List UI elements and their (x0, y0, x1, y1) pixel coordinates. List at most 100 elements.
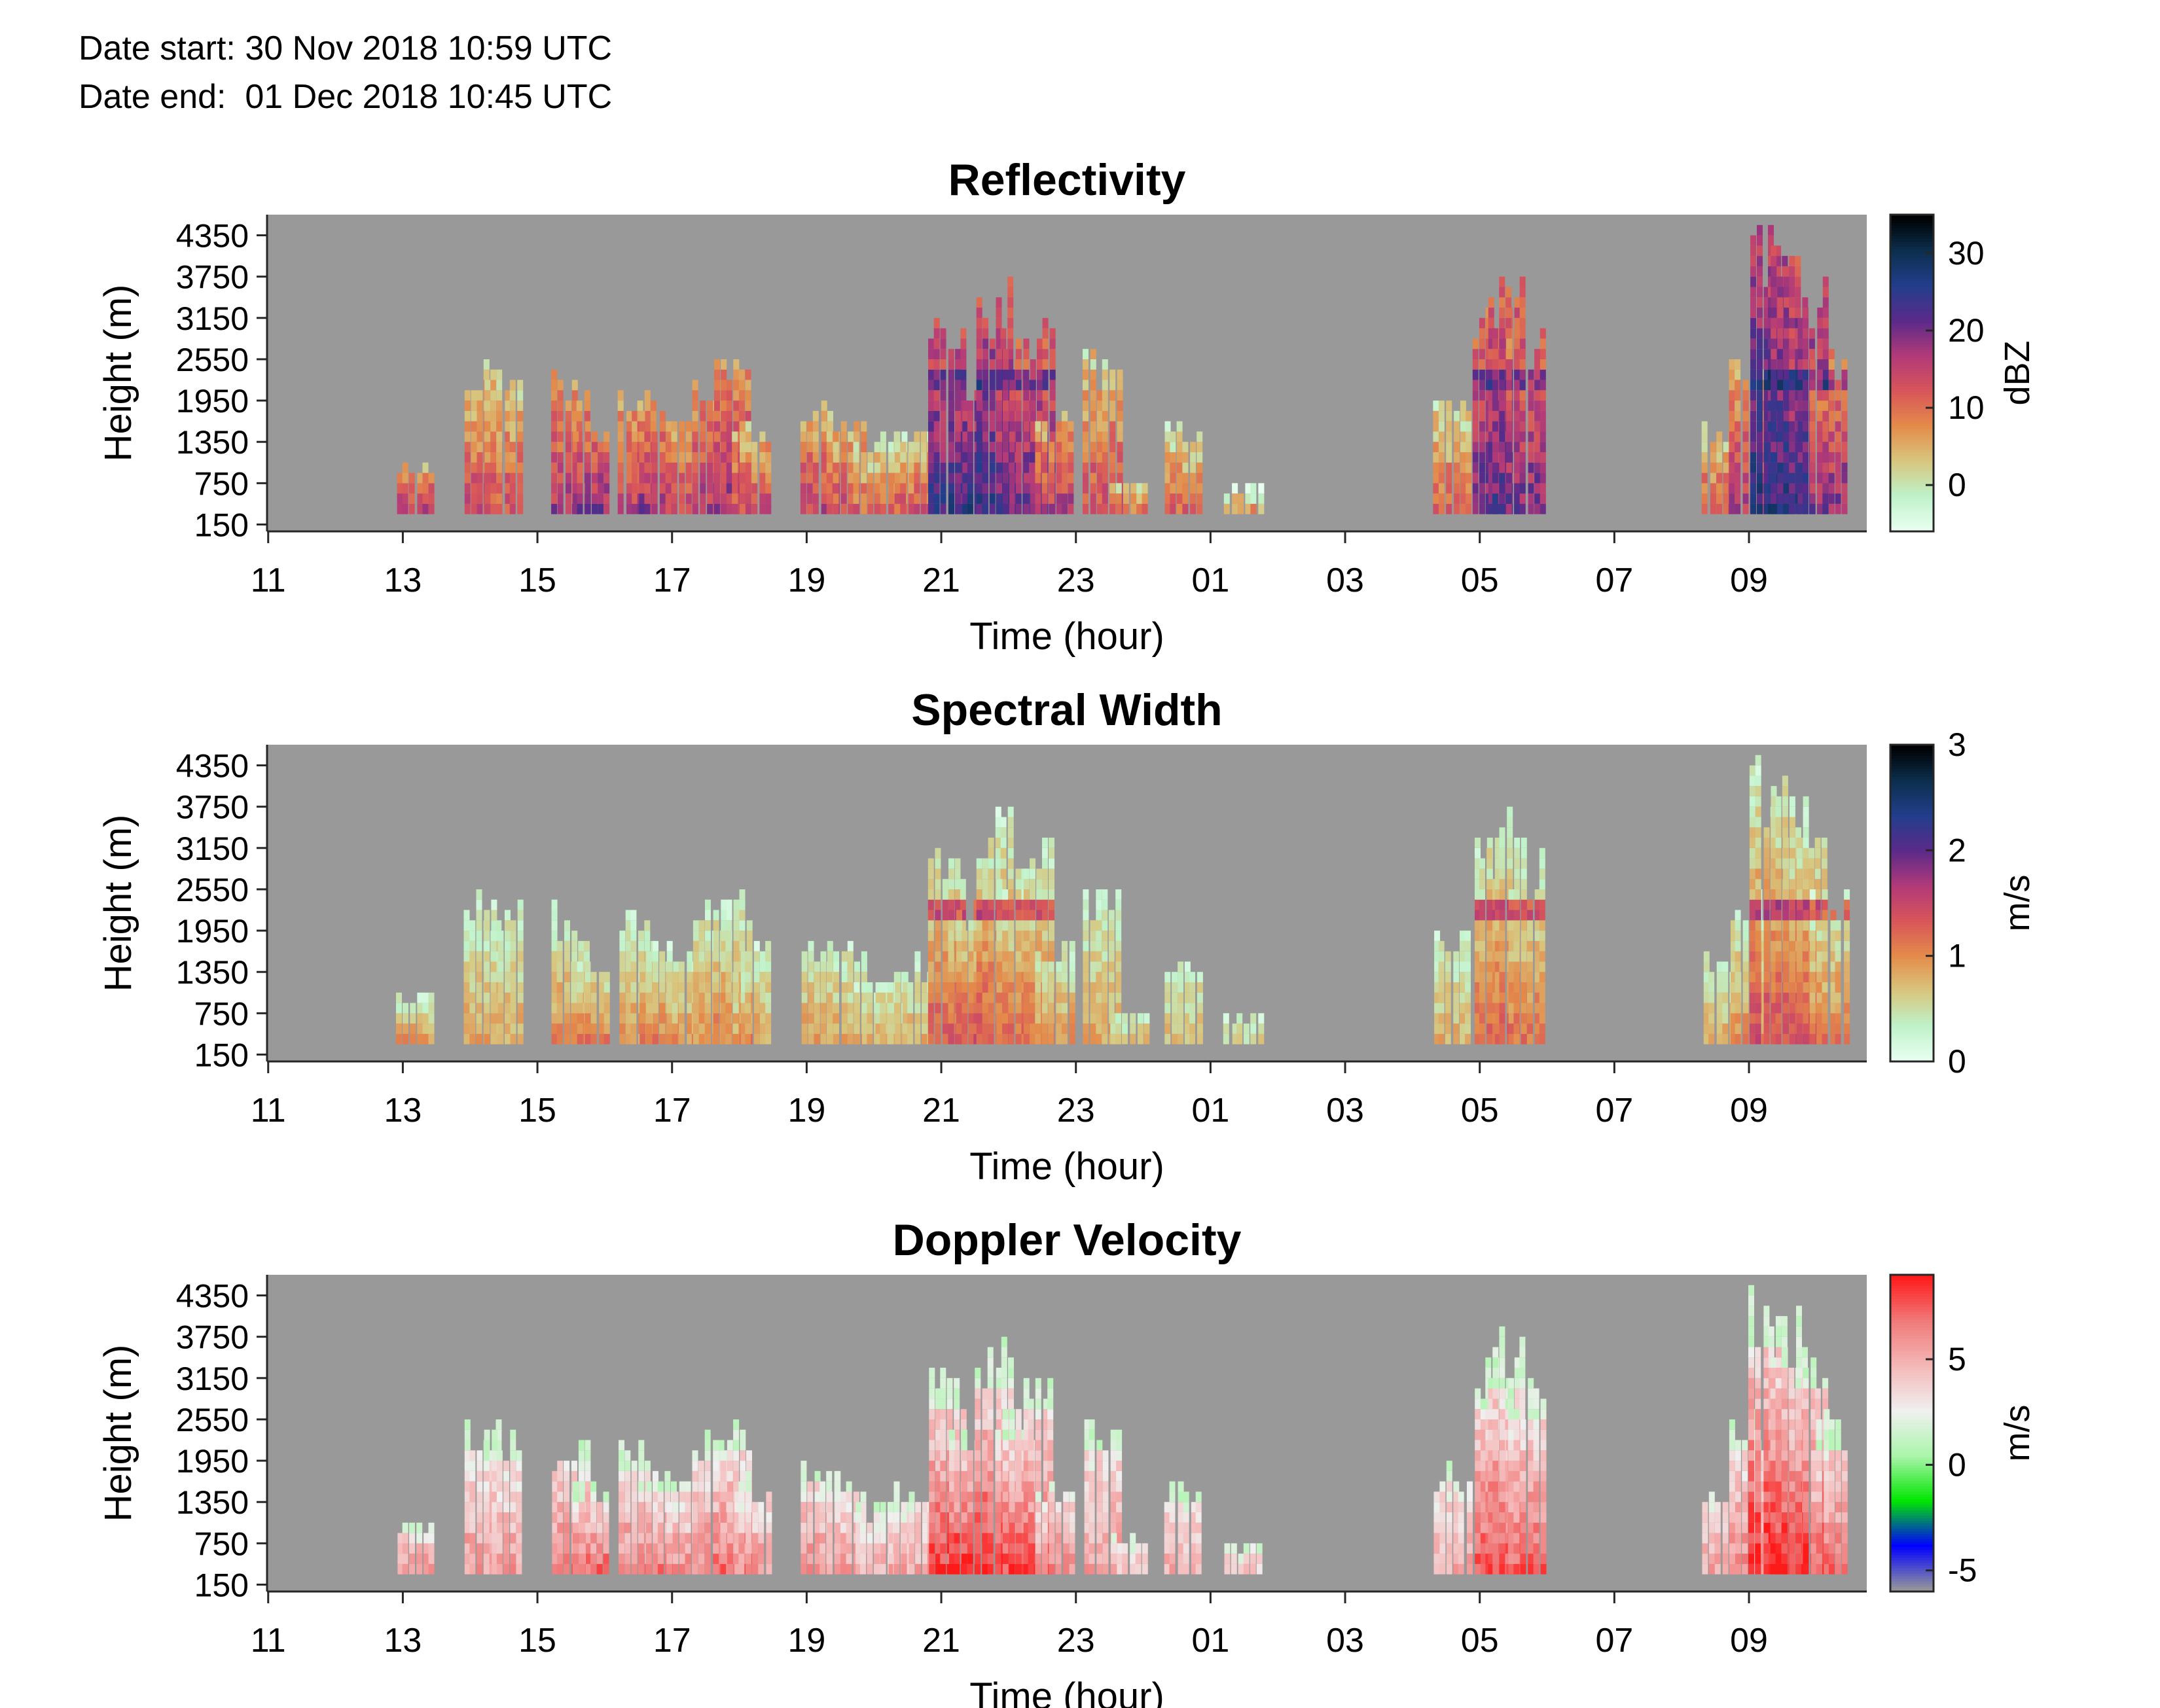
heatmap-cell (1777, 503, 1784, 514)
heatmap-cell (867, 1023, 873, 1034)
heatmap-cell (1048, 1013, 1054, 1024)
heatmap-cell (484, 472, 491, 484)
heatmap-cell (956, 982, 962, 993)
heatmap-cell (417, 493, 423, 504)
heatmap-cell (1494, 889, 1501, 900)
heatmap-cell (1539, 961, 1545, 972)
heatmap-cell (490, 1023, 497, 1034)
heatmap-cell (1777, 349, 1784, 359)
heatmap-cell (833, 961, 839, 972)
colorbar-segment (1890, 410, 1934, 414)
heatmap-cell (1023, 503, 1030, 514)
heatmap-cell (1777, 328, 1784, 339)
heatmap-cell (1123, 503, 1129, 514)
heatmap-cell (1115, 951, 1122, 962)
heatmap-cell (1716, 472, 1723, 484)
heatmap-cell (1023, 472, 1030, 484)
heatmap-cell (996, 910, 1003, 921)
heatmap-cell (1521, 889, 1527, 900)
heatmap-cell (1757, 297, 1763, 308)
heatmap-cell (644, 920, 651, 931)
heatmap-cell (517, 951, 524, 962)
heatmap-cell (557, 483, 564, 494)
heatmap-cell (900, 503, 907, 514)
heatmap-cell (948, 349, 954, 359)
heatmap-cell (948, 951, 954, 962)
colorbar-segment (1890, 418, 1934, 421)
heatmap-cell (989, 442, 996, 452)
heatmap-cell (1539, 483, 1546, 494)
heatmap-cell (1176, 472, 1183, 484)
heatmap-cell (1042, 920, 1048, 931)
heatmap-cell (1777, 431, 1784, 442)
heatmap-cell (920, 493, 927, 504)
heatmap-cell (854, 992, 860, 1003)
heatmap-cell (1049, 838, 1054, 848)
heatmap-cell (1190, 503, 1197, 514)
heatmap-cell (954, 421, 961, 432)
heatmap-cell (1083, 1033, 1089, 1044)
heatmap-cell (1479, 442, 1485, 452)
heatmap-cell (1742, 1023, 1749, 1034)
heatmap-cell (1102, 369, 1108, 380)
heatmap-cell (1433, 493, 1439, 504)
heatmap-cell (1460, 1033, 1466, 1044)
colorbar-segment (1890, 222, 1934, 226)
heatmap-cell (1777, 442, 1784, 452)
heatmap-cell (1083, 910, 1089, 921)
heatmap-cell (551, 940, 558, 952)
heatmap-cell (1479, 472, 1485, 484)
heatmap-cell (989, 462, 996, 473)
heatmap-cell (698, 920, 705, 931)
heatmap-cell (490, 972, 497, 982)
heatmap-cell (1143, 1033, 1150, 1044)
colorbar-segment (1890, 389, 1934, 392)
heatmap-cell (833, 452, 839, 463)
heatmap-cell (1486, 847, 1493, 859)
heatmap-cell (948, 1033, 954, 1044)
heatmap-cell (1771, 410, 1777, 421)
heatmap-cell (1083, 992, 1089, 1003)
heatmap-cell (603, 472, 610, 484)
heatmap-cell (599, 1013, 605, 1024)
heatmap-cell (1189, 1033, 1195, 1044)
heatmap-cell (687, 1003, 693, 1014)
heatmap-cell (1731, 1033, 1737, 1044)
heatmap-cell (1488, 338, 1494, 349)
heatmap-cell (935, 847, 941, 859)
heatmap-cell (1505, 452, 1512, 463)
heatmap-cell (996, 431, 1003, 442)
heatmap-cell (599, 982, 605, 993)
heatmap-cell (632, 472, 638, 484)
heatmap-cell (732, 1013, 739, 1024)
heatmap-cell (1771, 400, 1777, 411)
colorbar-segment (1890, 463, 1934, 466)
heatmap-cell (962, 982, 968, 993)
heatmap-cell (1757, 493, 1763, 504)
heatmap-cell (1438, 472, 1445, 484)
heatmap-cell (1763, 349, 1770, 359)
heatmap-cell (1809, 349, 1815, 359)
colorbar-segment (1890, 499, 1934, 503)
heatmap-cell (584, 390, 590, 401)
heatmap-cell (463, 982, 470, 993)
heatmap-cell (517, 493, 524, 504)
heatmap-cell (1176, 493, 1183, 504)
heatmap-cell (725, 1003, 732, 1014)
heatmap-cell (505, 410, 511, 421)
heatmap-cell (1797, 369, 1804, 380)
heatmap-cell (801, 1023, 808, 1034)
heatmap-cell (1742, 390, 1749, 401)
heatmap-cell (812, 452, 819, 463)
heatmap-cell (1048, 992, 1054, 1003)
heatmap-cell (1519, 410, 1526, 421)
heatmap-cell (1460, 940, 1466, 952)
heatmap-cell (996, 493, 1003, 504)
heatmap-cell (1102, 910, 1108, 921)
colorbar-segment (1890, 444, 1934, 448)
heatmap-cell (1488, 349, 1494, 359)
heatmap-cell (976, 349, 982, 359)
heatmap-cell (1015, 931, 1022, 941)
heatmap-cell (1037, 400, 1043, 411)
heatmap-cell (948, 472, 954, 484)
